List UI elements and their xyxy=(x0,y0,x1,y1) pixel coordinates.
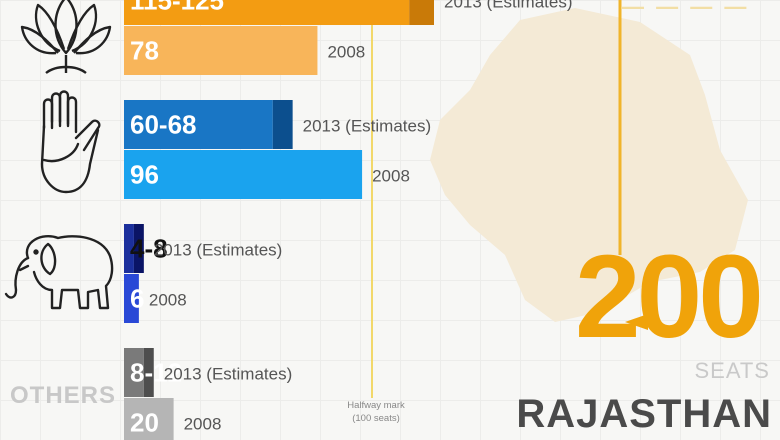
state-name: RAJASTHAN xyxy=(516,392,772,436)
lotus-icon xyxy=(20,0,112,74)
bjp-2013-series-label: 2013 (Estimates) xyxy=(444,0,573,12)
congress-2013-range-bar xyxy=(272,100,293,149)
bsp-2008-bar xyxy=(124,274,139,323)
bsp-2013-value-label: 4-8 xyxy=(130,234,168,264)
halfway-label: Halfway mark (100 seats) xyxy=(336,400,416,426)
congress-2013-value-label: 60-68 xyxy=(130,110,197,140)
others-2013-value-label: 8-12 xyxy=(130,358,182,388)
bjp-2008-value-label: 78 xyxy=(130,36,159,66)
congress-2008-value-label: 96 xyxy=(130,160,159,190)
bsp-2013-range-bar xyxy=(133,224,144,273)
congress-2008-series-label: 2008 xyxy=(372,167,410,186)
hand-icon xyxy=(40,90,101,194)
header-fragment: — — — — xyxy=(622,0,750,19)
others-2013-series-label: 2013 (Estimates) xyxy=(164,365,293,384)
congress-2008-bar xyxy=(124,150,363,199)
bsp-2013-bar xyxy=(124,224,134,273)
bsp-2008-value-label: 6 xyxy=(130,284,144,314)
halfway-label-line2: (100 seats) xyxy=(352,412,400,424)
bjp-2013-range-bar xyxy=(409,0,434,25)
rajasthan-map-shape xyxy=(430,8,748,322)
seats-label: SEATS xyxy=(694,358,770,383)
others-2008-value-label: 20 xyxy=(130,408,159,438)
bsp-2008-series-label: 2008 xyxy=(149,291,187,310)
halfway-label-line1: Halfway mark xyxy=(347,400,405,411)
bsp-2013-series-label: 2013 (Estimates) xyxy=(154,241,283,260)
total-seats: 200 xyxy=(575,231,764,363)
pointer-triangle xyxy=(625,314,648,330)
others-2013-range-bar xyxy=(143,348,154,397)
bjp-2008-bar xyxy=(124,26,318,75)
bjp-2013-value-label: 115-125 xyxy=(130,0,224,16)
others-2008-series-label: 2008 xyxy=(184,415,222,434)
elephant-icon xyxy=(4,235,114,310)
bjp-2013-bar xyxy=(124,0,410,25)
congress-2013-series-label: 2013 (Estimates) xyxy=(303,117,432,136)
bjp-2008-series-label: 2008 xyxy=(327,43,365,62)
others-2008-bar xyxy=(124,398,174,440)
others-label: OTHERS xyxy=(10,382,117,409)
congress-2013-bar xyxy=(124,100,273,149)
others-2013-bar xyxy=(124,348,144,397)
